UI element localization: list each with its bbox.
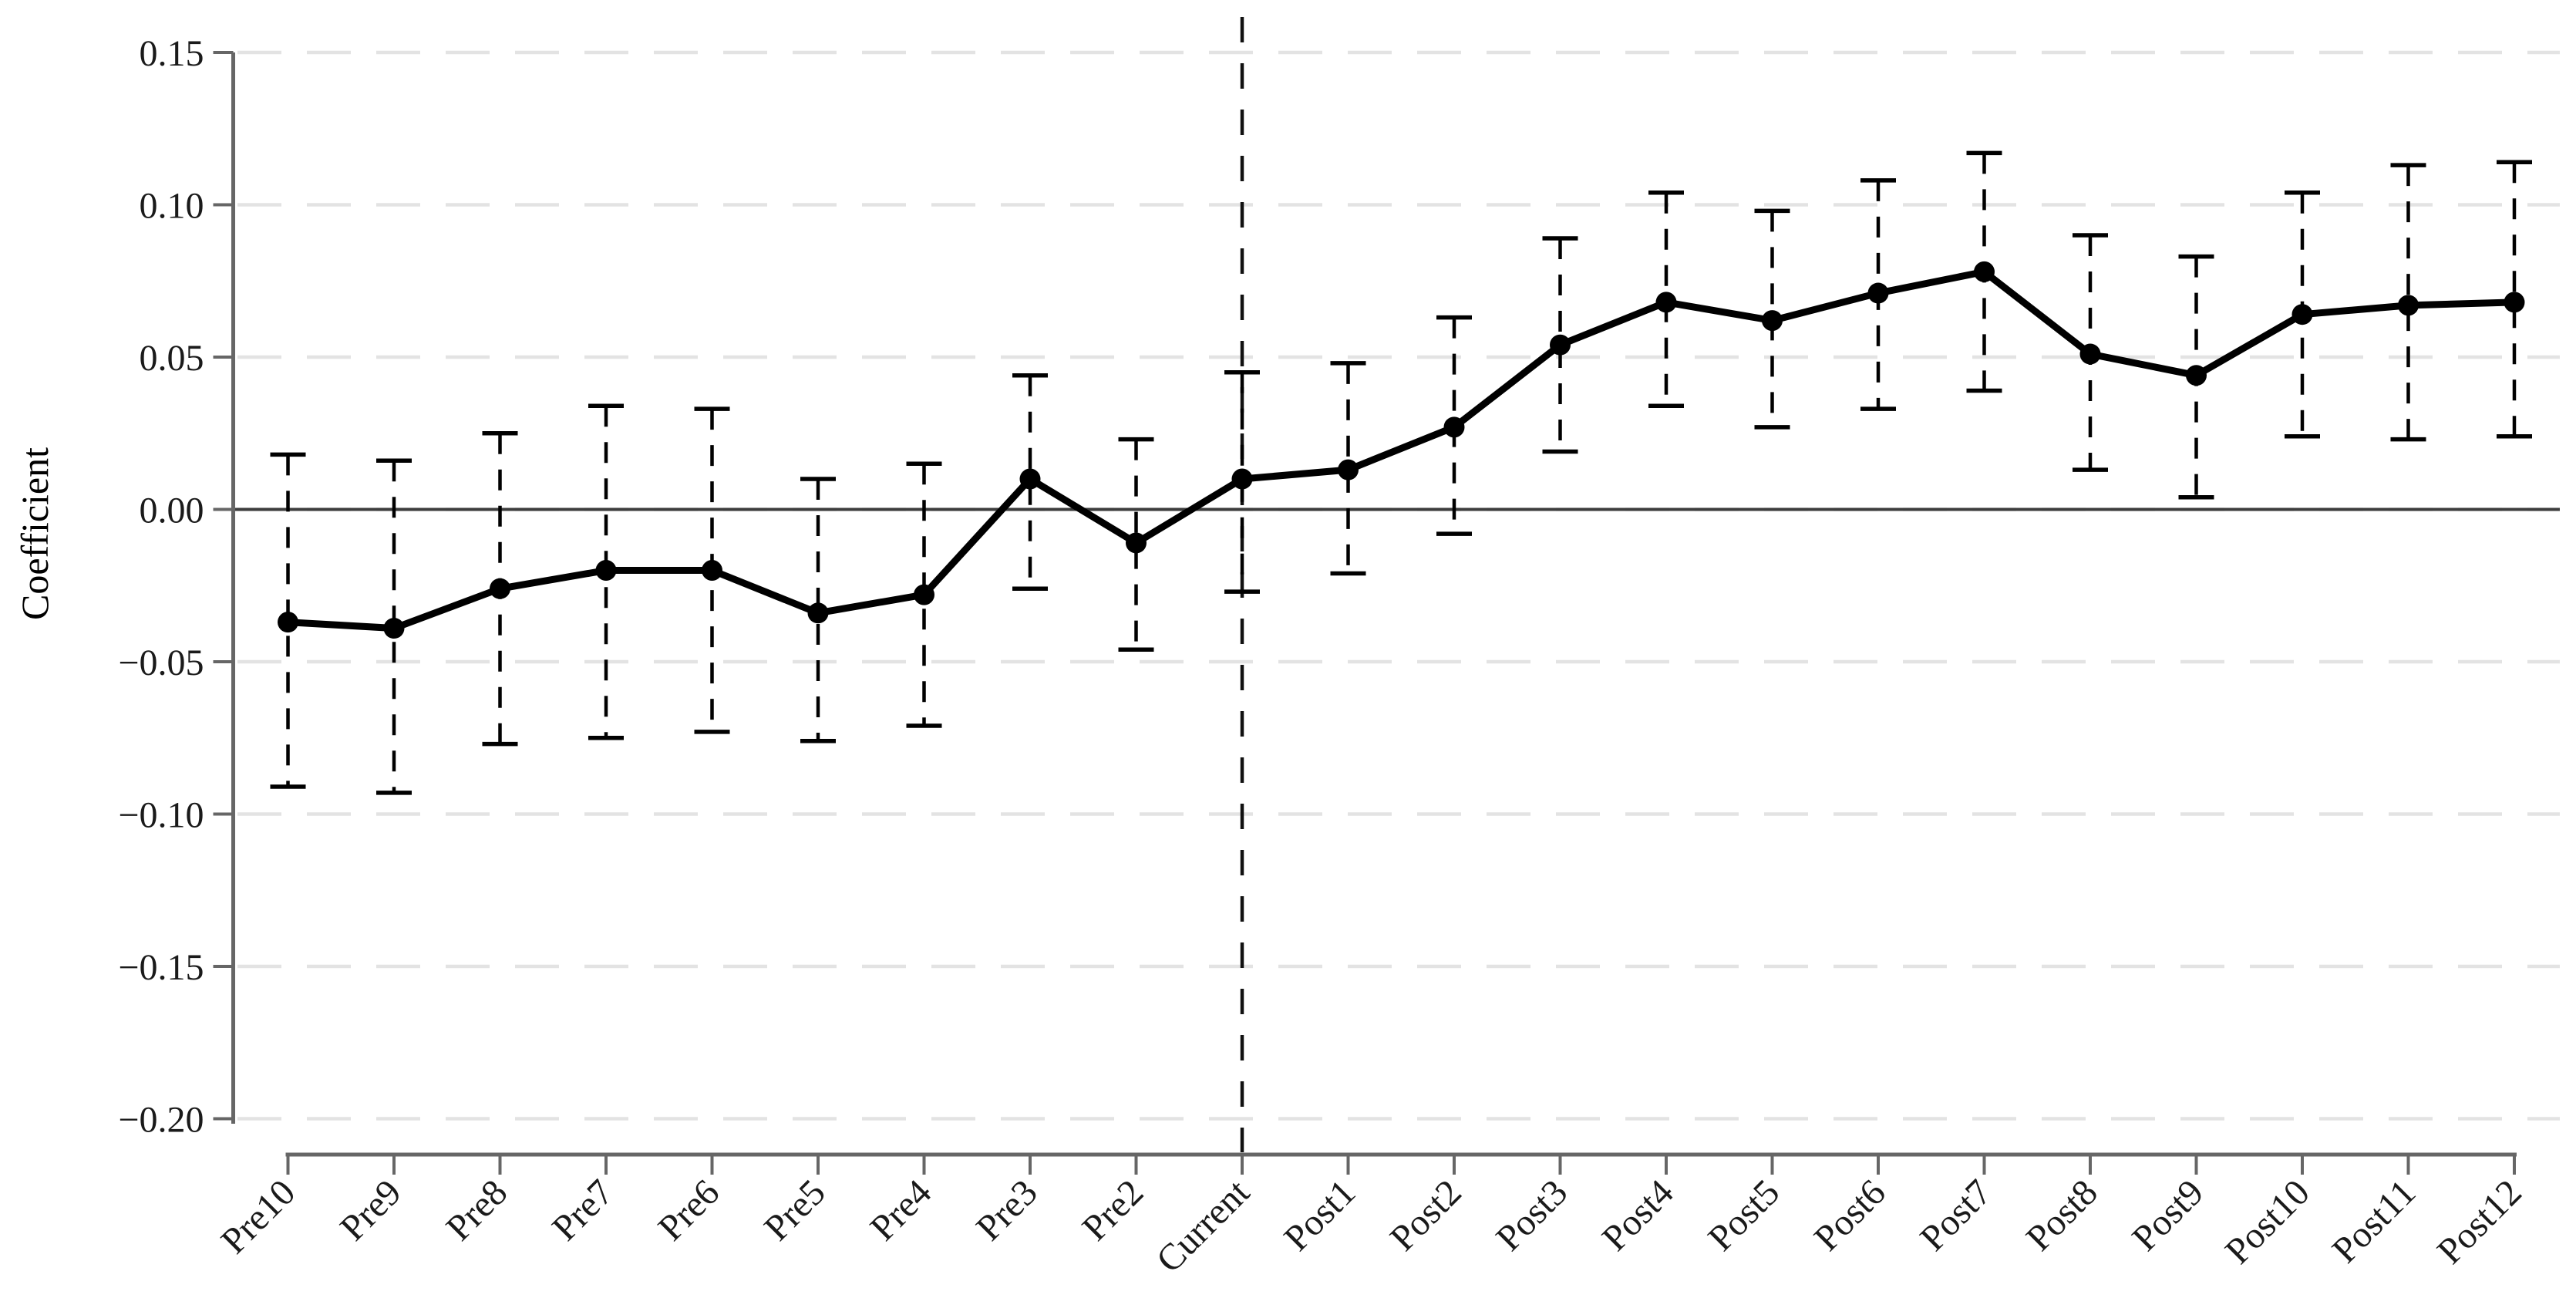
data-point-marker <box>1655 292 1677 313</box>
data-point-marker <box>1974 261 1995 282</box>
x-tick-label: Post4 <box>1594 1172 1682 1259</box>
data-point-marker <box>807 602 829 624</box>
data-point-marker <box>702 560 722 581</box>
y-tick-label: 0.15 <box>140 33 204 74</box>
data-point-marker <box>1338 459 1359 480</box>
data-point-marker <box>2186 365 2207 386</box>
x-tick-label: Post7 <box>1912 1172 1999 1259</box>
data-point-marker <box>2079 343 2101 365</box>
data-layer <box>270 17 2532 1152</box>
x-tick-label: Pre5 <box>756 1172 833 1249</box>
data-point-marker <box>1443 416 1465 438</box>
x-tick-label: Pre8 <box>439 1172 516 1249</box>
x-tick-label: Current <box>1149 1172 1258 1281</box>
data-point-marker <box>490 578 510 599</box>
y-tick-label: 0.05 <box>140 338 204 379</box>
data-point-marker <box>2291 304 2313 325</box>
x-tick-label: Pre6 <box>651 1172 728 1249</box>
y-tick-label: −0.15 <box>118 947 204 988</box>
data-point-marker <box>2504 292 2525 313</box>
x-tick-label: Pre10 <box>214 1172 304 1262</box>
data-point-marker <box>1762 310 1783 332</box>
y-tick-label: −0.10 <box>118 795 204 836</box>
data-point-marker <box>914 584 934 605</box>
x-tick-label: Pre2 <box>1075 1172 1152 1249</box>
y-tick-label: −0.20 <box>118 1100 204 1141</box>
x-tick-label: Post6 <box>1807 1172 1894 1259</box>
data-point-marker <box>383 618 405 639</box>
x-tick-label: Post3 <box>1488 1172 1575 1259</box>
y-axis-title: Coefficient <box>13 447 56 620</box>
x-tick-label: Post10 <box>2217 1172 2318 1272</box>
x-tick-label: Pre7 <box>544 1172 621 1249</box>
x-tick-label: Post5 <box>1700 1172 1787 1259</box>
data-point-marker <box>1126 532 1147 554</box>
x-tick-label: Pre4 <box>863 1172 940 1249</box>
x-tick-label: Pre3 <box>968 1172 1046 1249</box>
series-line <box>285 268 2518 632</box>
x-tick-label: Pre9 <box>332 1172 409 1249</box>
x-tick-label: Post8 <box>2019 1172 2106 1259</box>
x-tick-label: Post2 <box>1382 1172 1470 1259</box>
x-tick-label: Post1 <box>1276 1172 1363 1259</box>
data-point-marker <box>278 612 298 633</box>
y-tick-label: 0.00 <box>140 491 204 531</box>
y-tick-label: 0.10 <box>140 186 204 227</box>
axes-layer: 0.15 0.10 0.05 0.00 −0.05 −0.10 −0.15 −0.20Pre1… <box>118 33 2529 1280</box>
x-tick-label: Post12 <box>2430 1172 2530 1272</box>
y-tick-label: −0.05 <box>118 642 204 683</box>
data-point-marker <box>1867 282 1889 304</box>
data-point-marker <box>1231 468 1253 490</box>
data-point-marker <box>2398 295 2419 316</box>
gridline-layer <box>233 50 2560 1121</box>
data-point-marker <box>595 560 617 581</box>
x-tick-label: Post9 <box>2124 1172 2211 1259</box>
data-point-marker <box>1550 334 1571 356</box>
data-point-marker <box>1019 468 1041 490</box>
x-tick-label: Post11 <box>2325 1172 2424 1271</box>
